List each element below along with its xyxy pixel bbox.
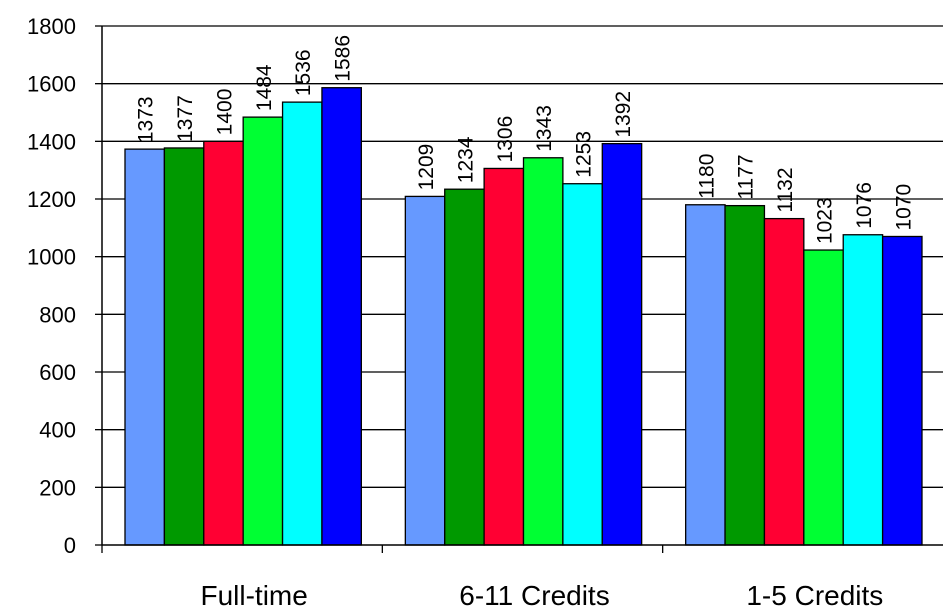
bars (124, 87, 923, 546)
data-label: 1180 (695, 154, 718, 199)
bar (124, 148, 166, 546)
data-label: 1343 (533, 105, 556, 152)
data-label: 1586 (332, 35, 355, 82)
data-label: 1209 (415, 144, 438, 191)
bar (404, 195, 446, 546)
y-tick-label: 0 (64, 533, 76, 558)
data-label: 1023 (814, 197, 837, 244)
data-label: 1536 (292, 49, 315, 96)
data-label: 1373 (135, 96, 158, 143)
bar (881, 235, 923, 546)
y-tick-label: 1400 (27, 129, 76, 154)
y-tick-label: 1800 (27, 14, 76, 39)
data-labels: 1373 1377 1400 1484 1536 1586 1209 1234 1306 1343… (135, 35, 916, 244)
bar (842, 234, 884, 546)
data-label: 1253 (573, 131, 596, 178)
bar (203, 140, 244, 546)
data-label: 1076 (853, 182, 876, 229)
data-label: 1132 (774, 167, 797, 212)
data-label: 1234 (454, 136, 477, 183)
y-tick-label: 200 (39, 475, 76, 500)
y-axis-ticks: 0 200 400 600 800 1000 1200 1400 1600 1800 (27, 14, 102, 558)
y-tick-label: 1200 (27, 187, 76, 212)
data-label: 1392 (612, 91, 635, 138)
data-label: 1306 (494, 116, 517, 163)
data-label: 1400 (213, 89, 236, 136)
bar (685, 204, 726, 546)
y-tick-label: 1600 (27, 72, 76, 97)
axes (101, 26, 943, 553)
bar (444, 188, 485, 546)
y-tick-label: 600 (39, 360, 76, 385)
y-tick-label: 400 (39, 418, 76, 443)
bar (724, 204, 766, 546)
bar (242, 116, 284, 546)
y-tick-label: 800 (39, 302, 76, 327)
bar (163, 147, 205, 546)
x-category-label: 1-5 Credits (746, 580, 883, 611)
data-label: 1484 (253, 64, 276, 111)
bar (562, 183, 603, 546)
bar (601, 142, 643, 546)
bar (281, 101, 323, 546)
bar (763, 217, 805, 546)
x-category-label: Full-time (200, 580, 307, 611)
x-axis-labels: Full-time 6-11 Credits 1-5 Credits (200, 580, 883, 611)
bar (483, 167, 525, 546)
data-label: 1377 (174, 95, 197, 142)
bar (321, 87, 362, 546)
bar (522, 157, 564, 546)
y-tick-label: 1000 (27, 245, 76, 270)
bar (803, 249, 844, 546)
data-label: 1177 (735, 154, 758, 199)
data-label: 1070 (892, 184, 915, 231)
x-category-label: 6-11 Credits (459, 580, 609, 611)
